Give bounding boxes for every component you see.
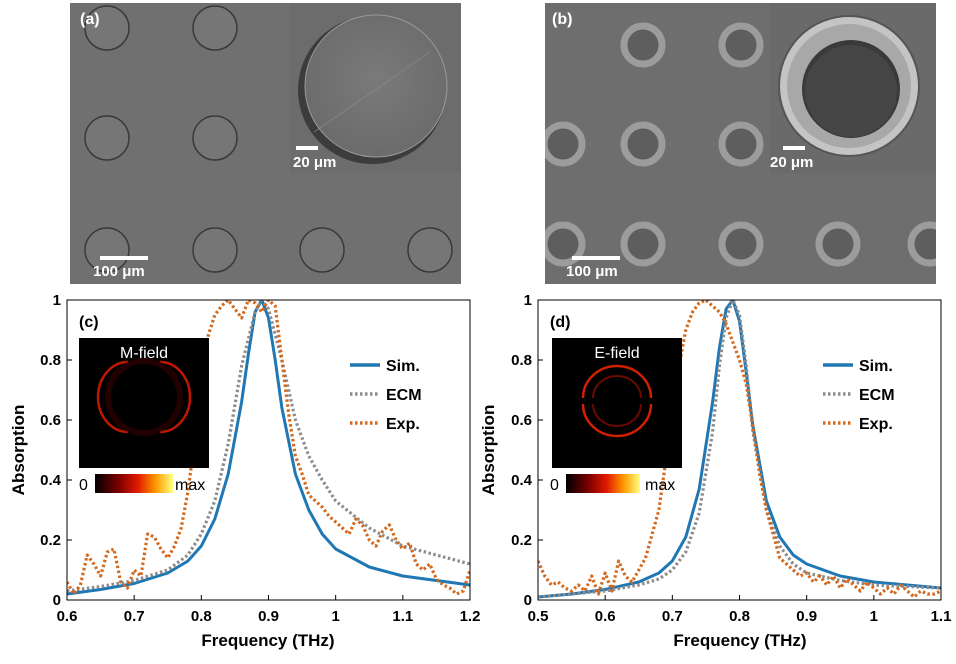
y-tick-label-c: 0.8 [40, 352, 61, 369]
x-tick-label-c: 0.9 [258, 608, 279, 625]
scale-label-main-b: 100 μm [566, 263, 618, 280]
x-tick-label-c: 0.7 [124, 608, 145, 625]
scale-label-inset-b: 20 μm [770, 154, 813, 171]
inset-zoom-b [770, 3, 936, 173]
y-tick-label-c: 0.6 [40, 412, 61, 429]
y-tick-label-d: 0.4 [511, 472, 533, 489]
scale-label-inset-a: 20 μm [293, 154, 336, 171]
panel-label-b: (b) [552, 11, 572, 28]
y-tick-label-d: 0 [524, 592, 532, 609]
x-tick-label-c: 1.1 [392, 608, 413, 625]
y-tick-label-c: 0.4 [40, 472, 62, 489]
series-line-c-sim [67, 300, 470, 596]
colorbar-min-d: 0 [550, 477, 559, 494]
sem-panel-b [545, 3, 936, 284]
series-group-d [538, 300, 941, 599]
scale-bar-inset-b [783, 146, 805, 150]
ticks-c: 0.6 0.7 0.8 0.9 1 1.1 1.2 0 0.2 0.4 0.6 0.8 1 [40, 292, 480, 625]
scale-label-main-a: 100 μm [93, 263, 145, 280]
series-line-c-ecm [67, 300, 470, 593]
x-tick-label-d: 0.6 [595, 608, 616, 625]
y-tick-label-d: 0.2 [511, 532, 532, 549]
y-tick-label-d: 1 [524, 292, 532, 309]
series-line-d-ecm [538, 300, 941, 599]
legend-label-d: ECM [859, 387, 895, 404]
legend-c: Sim. ECM Exp. [350, 358, 422, 433]
x-tick-label-d: 0.9 [796, 608, 817, 625]
x-tick-label-d: 0.8 [729, 608, 750, 625]
x-tick-label-d: 1 [870, 608, 878, 625]
ring-array-b [545, 22, 936, 267]
sem-panel-a [70, 3, 461, 284]
colorbar-min-c: 0 [79, 477, 88, 494]
y-tick-label-d: 0.8 [511, 352, 532, 369]
x-tick-label-c: 0.8 [191, 608, 212, 625]
scale-bar-inset-a [296, 146, 318, 150]
legend-d: Sim. ECM Exp. [823, 358, 895, 433]
colorbar-d: 0 max [550, 474, 675, 494]
legend-label-c: ECM [386, 387, 422, 404]
field-inset-c: M-field [79, 338, 209, 468]
inset-title-c: M-field [120, 345, 168, 362]
x-tick-label-d: 0.7 [662, 608, 683, 625]
colorbar-c: 0 max [79, 474, 205, 494]
legend-label-d: Sim. [859, 358, 893, 375]
inset-title-d: E-field [594, 345, 639, 362]
x-tick-label-c: 1.2 [460, 608, 481, 625]
x-tick-label-d: 0.5 [528, 608, 549, 625]
y-tick-label-c: 0.2 [40, 532, 61, 549]
x-tick-label-d: 1.1 [931, 608, 952, 625]
scale-bar-main-b [572, 256, 620, 260]
xlabel-d: Frequency (THz) [673, 631, 806, 650]
inset-zoom-a [290, 3, 461, 173]
field-inset-d: E-field [552, 338, 682, 468]
colorbar-max-c: max [175, 477, 205, 494]
series-line-d-exp [538, 300, 941, 599]
x-tick-label-c: 1 [331, 608, 339, 625]
disc-array-a [84, 5, 453, 273]
chart-d: 0.5 0.6 0.7 0.8 0.9 1 1.1 0 0.2 0.4 0.6 0.8 1 (d) Ab… [479, 292, 951, 650]
series-line-d-sim [538, 300, 941, 599]
legend-label-c: Exp. [386, 416, 420, 433]
scale-bar-main-a [100, 256, 148, 260]
series-group-c [67, 300, 470, 596]
ylabel-d: Absorption [479, 405, 498, 496]
panel-label-d: (d) [550, 314, 570, 331]
y-tick-label-d: 0.6 [511, 412, 532, 429]
ylabel-c: Absorption [9, 405, 28, 496]
colorbar-max-d: max [645, 477, 675, 494]
panel-label-a: (a) [80, 11, 100, 28]
panel-label-c: (c) [79, 314, 99, 331]
y-tick-label-c: 1 [53, 292, 61, 309]
chart-c: 0.6 0.7 0.8 0.9 1 1.1 1.2 0 0.2 0.4 0.6 0.8 1 (c) Ab… [9, 292, 480, 650]
legend-label-d: Exp. [859, 416, 893, 433]
ticks-d: 0.5 0.6 0.7 0.8 0.9 1 1.1 0 0.2 0.4 0.6 0.8 1 [511, 292, 951, 625]
y-tick-label-c: 0 [53, 592, 61, 609]
x-tick-label-c: 0.6 [57, 608, 78, 625]
xlabel-c: Frequency (THz) [201, 631, 334, 650]
legend-label-c: Sim. [386, 358, 420, 375]
